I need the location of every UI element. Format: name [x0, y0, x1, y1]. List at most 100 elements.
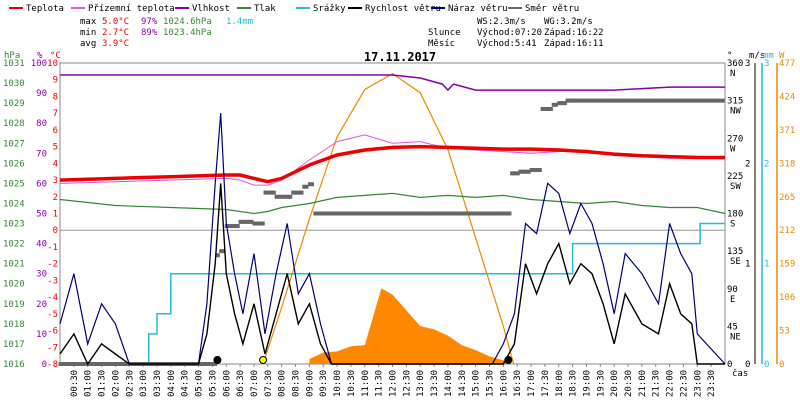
- wind-dir-dot: [350, 211, 354, 216]
- x-tick-label-3: 02:00: [111, 370, 121, 397]
- wind-dir-dot: [233, 224, 238, 229]
- wind-dir-dot: [455, 211, 460, 216]
- axis-ms-title: m/s: [749, 51, 765, 61]
- wind-dir-dot: [256, 221, 261, 226]
- wind-dir-dot: [315, 211, 320, 216]
- percent-tick-20: 20: [36, 300, 47, 310]
- info-wg: WG:3.2m/s: [544, 17, 593, 27]
- wind-dir-dot: [497, 211, 501, 216]
- wind-dir-dot: [375, 211, 379, 216]
- wind-dir-dot: [478, 211, 483, 216]
- wind-dir-dot: [361, 211, 366, 216]
- wind-dir-dot: [243, 219, 247, 224]
- wind-dir-dot: [451, 211, 455, 216]
- wind-dir-dot: [366, 211, 370, 216]
- direction-tick-180: 180: [727, 210, 743, 220]
- wind-dir-dot: [599, 98, 603, 103]
- wind-dir-dot: [295, 190, 300, 195]
- series-temperature: [59, 144, 725, 184]
- wind-dir-dot: [60, 362, 65, 366]
- wind-dir-dot: [679, 98, 684, 103]
- x-tick-label-41: 21:00: [638, 370, 648, 397]
- direction-tick-0: 0: [727, 360, 732, 370]
- wind-dir-dot: [377, 211, 382, 216]
- wind-dir-dot: [120, 362, 125, 366]
- series-wind-speed: [59, 183, 725, 366]
- wind-dir-dot: [545, 106, 549, 111]
- celsius-tick--6: -6: [47, 327, 58, 337]
- axis-w-title: W: [779, 51, 785, 61]
- celsius-tick--2: -2: [47, 260, 58, 270]
- wind-dir-dot: [382, 211, 386, 216]
- legend-label-8: Směr větru: [525, 4, 579, 14]
- wind-dir-dot: [684, 98, 688, 103]
- x-tick-label-23: 12:00: [389, 370, 399, 397]
- wind-dir-dot: [88, 362, 92, 366]
- x-tick-label-21: 11:00: [361, 370, 371, 397]
- wind-dir-dot: [106, 362, 111, 366]
- wind-dir-dot: [682, 98, 686, 103]
- wind-dir-dot: [437, 211, 441, 216]
- wind-dir-dot: [414, 211, 418, 216]
- wind-dir-dot: [219, 249, 223, 254]
- x-tick-label-7: 04:00: [167, 370, 177, 397]
- wind-dir-dot: [617, 98, 622, 103]
- wind-dir-dot: [538, 168, 542, 173]
- wind-dir-dot: [716, 98, 720, 103]
- wind-dir-dot: [499, 211, 503, 216]
- wind-dir-dot: [329, 211, 333, 216]
- wind-dir-dot: [359, 211, 363, 216]
- direction-label-W: W: [730, 144, 736, 154]
- wind-dir-dot: [573, 98, 578, 103]
- wind-dir-dot: [297, 190, 302, 195]
- percent-tick-0: 0: [42, 360, 47, 370]
- wind-dir-dot: [705, 98, 709, 103]
- wind-dir-dot: [675, 98, 679, 103]
- axes: hPa% °C1031103010291028102710261025102410…: [3, 51, 795, 397]
- x-tick-label-0: 00:30: [70, 370, 80, 397]
- wind-dir-dot: [254, 221, 259, 226]
- mm-tick-3: 3: [764, 59, 769, 69]
- celsius-tick-10: 10: [47, 59, 58, 69]
- solar-curve: [262, 72, 515, 365]
- wind-dir-dot: [465, 211, 469, 216]
- ms-tick-1: 1: [745, 260, 750, 270]
- w-tick-212: 212: [779, 226, 795, 236]
- ms-tick-3: 3: [745, 59, 750, 69]
- wind-dir-dot: [384, 211, 389, 216]
- stats-max-rain: 1.4mm: [226, 17, 253, 27]
- x-tick-label-11: 06:00: [222, 370, 232, 397]
- wind-dir-dot: [227, 224, 231, 229]
- x-tick-label-5: 03:00: [139, 370, 149, 397]
- direction-tick-45: 45: [727, 322, 738, 332]
- wind-dir-dot: [203, 362, 208, 366]
- wind-dir-dot: [576, 98, 580, 103]
- wind-dir-dot: [432, 211, 437, 216]
- w-tick-371: 371: [779, 126, 795, 136]
- x-tick-label-16: 08:30: [292, 370, 302, 397]
- x-axis-label: čas: [732, 368, 748, 379]
- wind-dir-dot: [327, 211, 331, 216]
- x-tick-label-37: 19:00: [582, 370, 592, 397]
- wind-dir-dot: [74, 362, 79, 366]
- direction-tick-225: 225: [727, 172, 743, 182]
- hpa-tick-1029: 1029: [3, 99, 25, 109]
- wind-dir-dot: [596, 98, 601, 103]
- x-tick-label-12: 06:30: [236, 370, 246, 397]
- marker-moonset: [504, 356, 513, 364]
- wind-dir-dot: [347, 211, 352, 216]
- wind-dir-dot: [267, 190, 272, 195]
- wind-dir-dot: [563, 101, 567, 106]
- direction-tick-90: 90: [727, 285, 738, 295]
- wind-dir-dot: [373, 211, 377, 216]
- wind-dir-dot: [585, 98, 589, 103]
- wind-dir-dot: [718, 98, 723, 103]
- hpa-tick-1017: 1017: [3, 340, 25, 350]
- celsius-tick-9: 9: [53, 76, 58, 86]
- wind-dir-dot: [210, 362, 215, 366]
- wind-dir-dot: [695, 98, 700, 103]
- wind-dir-dot: [561, 101, 565, 106]
- wind-dir-dot: [592, 98, 596, 103]
- wind-dir-dot: [510, 171, 514, 176]
